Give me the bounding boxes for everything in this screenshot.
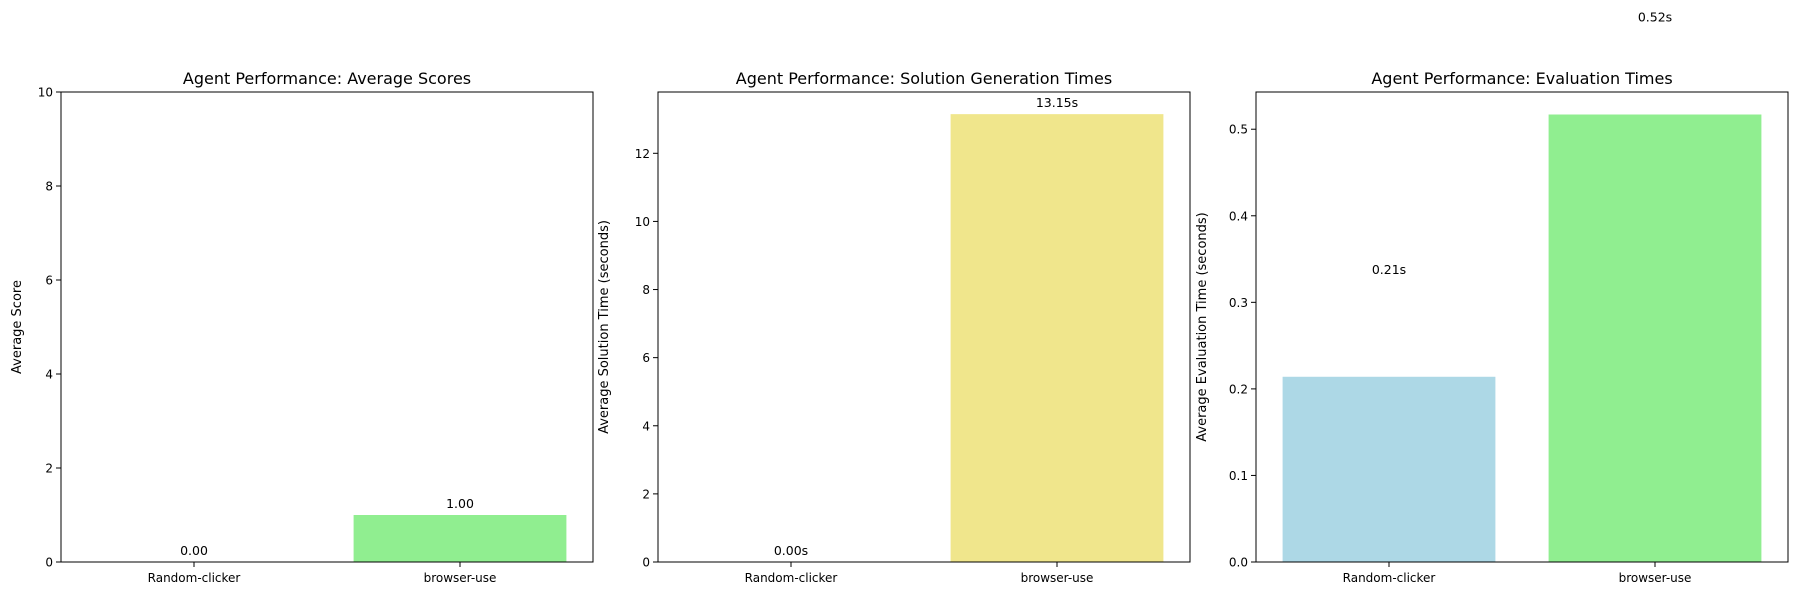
chart-title: Agent Performance: Evaluation Times xyxy=(1371,69,1672,88)
data-label: 0.00s xyxy=(774,543,808,558)
data-label: 0.52s xyxy=(1638,10,1672,25)
y-tick-label: 10 xyxy=(635,215,650,229)
y-tick-label: 2 xyxy=(45,462,53,476)
plot-area-frame xyxy=(1255,91,1789,563)
y-tick-label: 0.5 xyxy=(1229,123,1248,137)
y-tick-label: 8 xyxy=(642,283,650,297)
y-tick-label: 6 xyxy=(642,351,650,365)
y-tick-label: 8 xyxy=(45,180,53,194)
y-tick-label: 12 xyxy=(635,147,650,161)
x-tick-label: browser-use xyxy=(1619,571,1692,585)
y-axis-label: Average Score xyxy=(10,280,25,374)
chart-title: Agent Performance: Average Scores xyxy=(183,69,471,88)
plot-area-frame xyxy=(60,91,594,563)
y-axis-label: Average Solution Time (seconds) xyxy=(597,220,612,434)
x-tick-label: browser-use xyxy=(1021,571,1094,585)
bar-browser-use xyxy=(1548,114,1762,562)
y-tick-label: 0 xyxy=(45,556,53,570)
y-axis-label: Average Evaluation Time (seconds) xyxy=(1195,212,1210,441)
y-tick-label: 2 xyxy=(642,487,650,501)
y-tick-label: 0.2 xyxy=(1229,382,1248,396)
y-tick-label: 0 xyxy=(642,556,650,570)
bar-browser-use xyxy=(950,114,1164,562)
y-tick-label: 6 xyxy=(45,274,53,288)
y-tick-label: 0.1 xyxy=(1229,469,1248,483)
x-tick-label: Random-clicker xyxy=(745,571,838,585)
data-label: 0.00 xyxy=(180,543,208,558)
y-tick-label: 4 xyxy=(45,368,53,382)
plot-area-frame xyxy=(657,91,1191,563)
data-label: 0.21s xyxy=(1372,262,1406,277)
y-tick-label: 10 xyxy=(38,86,53,100)
chart-title: Agent Performance: Solution Generation T… xyxy=(736,69,1112,88)
y-tick-label: 0.0 xyxy=(1229,556,1248,570)
bar-random-clicker xyxy=(1282,376,1496,562)
data-label: 1.00 xyxy=(446,496,474,511)
bar-browser-use xyxy=(353,515,567,562)
x-tick-label: Random-clicker xyxy=(148,571,241,585)
x-tick-label: Random-clicker xyxy=(1343,571,1436,585)
y-tick-label: 4 xyxy=(642,419,650,433)
y-tick-label: 0.4 xyxy=(1229,209,1248,223)
x-tick-label: browser-use xyxy=(424,571,497,585)
y-tick-label: 0.3 xyxy=(1229,296,1248,310)
data-label: 13.15s xyxy=(1036,95,1078,110)
